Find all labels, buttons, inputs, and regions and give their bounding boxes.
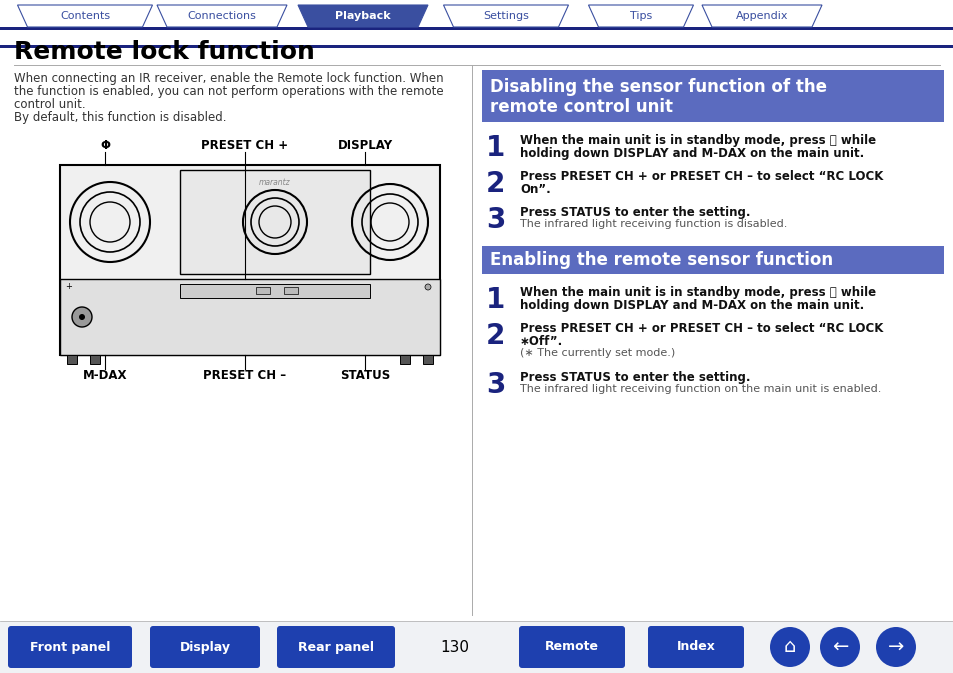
Polygon shape	[701, 5, 821, 27]
Circle shape	[875, 627, 915, 667]
FancyBboxPatch shape	[647, 626, 743, 668]
Bar	[284, 287, 298, 294]
Text: On”.: On”.	[519, 183, 550, 196]
Text: ⌂: ⌂	[783, 637, 796, 656]
Text: Rear panel: Rear panel	[297, 641, 374, 653]
Bar	[67, 355, 77, 364]
Text: Enabling the remote sensor function: Enabling the remote sensor function	[490, 251, 832, 269]
Text: remote control unit: remote control unit	[490, 98, 672, 116]
Polygon shape	[157, 5, 287, 27]
Circle shape	[820, 627, 859, 667]
Text: STATUS: STATUS	[339, 369, 390, 382]
Text: Front panel: Front panel	[30, 641, 111, 653]
Text: 130: 130	[440, 639, 469, 655]
Text: Disabling the sensor function of the: Disabling the sensor function of the	[490, 78, 826, 96]
Text: When the main unit is in standby mode, press ⏻ while: When the main unit is in standby mode, p…	[519, 134, 875, 147]
Text: (∗ The currently set mode.): (∗ The currently set mode.)	[519, 348, 675, 358]
Bar	[422, 355, 433, 364]
Text: +: +	[65, 282, 71, 291]
Text: M-DAX: M-DAX	[83, 369, 127, 382]
Text: Settings: Settings	[482, 11, 528, 21]
Text: PRESET CH +: PRESET CH +	[201, 139, 288, 152]
FancyBboxPatch shape	[276, 626, 395, 668]
Polygon shape	[588, 5, 693, 27]
Text: marantz: marantz	[259, 178, 291, 187]
Text: Index: Index	[676, 641, 715, 653]
Text: holding down DISPLAY and M-DAX on the main unit.: holding down DISPLAY and M-DAX on the ma…	[519, 147, 863, 160]
Text: The infrared light receiving function is disabled.: The infrared light receiving function is…	[519, 219, 786, 229]
Text: 3: 3	[485, 206, 505, 234]
Bar	[90, 355, 100, 364]
Text: Press PRESET CH + or PRESET CH – to select “RC LOCK: Press PRESET CH + or PRESET CH – to sele…	[519, 170, 882, 183]
Text: Contents: Contents	[60, 11, 110, 21]
Text: When the main unit is in standby mode, press ⏻ while: When the main unit is in standby mode, p…	[519, 286, 875, 299]
Bar	[255, 287, 270, 294]
Text: Connections: Connections	[188, 11, 256, 21]
Bar	[0, 27, 953, 30]
Text: Press STATUS to enter the setting.: Press STATUS to enter the setting.	[519, 371, 750, 384]
Text: The infrared light receiving function on the main unit is enabled.: The infrared light receiving function on…	[519, 384, 881, 394]
FancyBboxPatch shape	[8, 626, 132, 668]
Text: 1: 1	[485, 286, 505, 314]
Bar	[481, 70, 943, 122]
Text: holding down DISPLAY and M-DAX on the main unit.: holding down DISPLAY and M-DAX on the ma…	[519, 299, 863, 312]
Text: Press PRESET CH + or PRESET CH – to select “RC LOCK: Press PRESET CH + or PRESET CH – to sele…	[519, 322, 882, 335]
Text: Φ: Φ	[100, 139, 110, 152]
Polygon shape	[443, 5, 568, 27]
Circle shape	[424, 284, 431, 290]
Circle shape	[79, 314, 85, 320]
Text: the function is enabled, you can not perform operations with the remote: the function is enabled, you can not per…	[14, 85, 443, 98]
Text: ∗Off”.: ∗Off”.	[519, 335, 562, 348]
Bar	[0, 45, 953, 48]
Text: Display: Display	[179, 641, 231, 653]
Polygon shape	[297, 5, 428, 27]
Circle shape	[71, 307, 91, 327]
Text: →: →	[887, 637, 903, 656]
Polygon shape	[17, 5, 152, 27]
Text: DISPLAY: DISPLAY	[337, 139, 392, 152]
Text: ←: ←	[831, 637, 847, 656]
Bar	[180, 170, 370, 274]
Text: Playback: Playback	[335, 11, 391, 21]
Text: 2: 2	[485, 170, 505, 198]
Text: Press STATUS to enter the setting.: Press STATUS to enter the setting.	[519, 206, 750, 219]
Bar	[60, 279, 439, 355]
Text: control unit.: control unit.	[14, 98, 86, 111]
Text: Remote lock function: Remote lock function	[14, 40, 314, 64]
Text: Remote: Remote	[544, 641, 598, 653]
Text: Tips: Tips	[629, 11, 652, 21]
Text: 1: 1	[485, 134, 505, 162]
Text: Appendix: Appendix	[735, 11, 787, 21]
Text: When connecting an IR receiver, enable the Remote lock function. When: When connecting an IR receiver, enable t…	[14, 72, 443, 85]
Circle shape	[769, 627, 809, 667]
Text: PRESET CH –: PRESET CH –	[203, 369, 286, 382]
Bar	[180, 284, 370, 298]
Bar	[399, 355, 410, 364]
Text: By default, this function is disabled.: By default, this function is disabled.	[14, 111, 226, 124]
Bar	[0, 621, 953, 673]
FancyBboxPatch shape	[518, 626, 624, 668]
Text: 2: 2	[485, 322, 505, 350]
Bar	[60, 165, 439, 355]
FancyBboxPatch shape	[150, 626, 260, 668]
Bar	[481, 246, 943, 274]
Text: 3: 3	[485, 371, 505, 399]
